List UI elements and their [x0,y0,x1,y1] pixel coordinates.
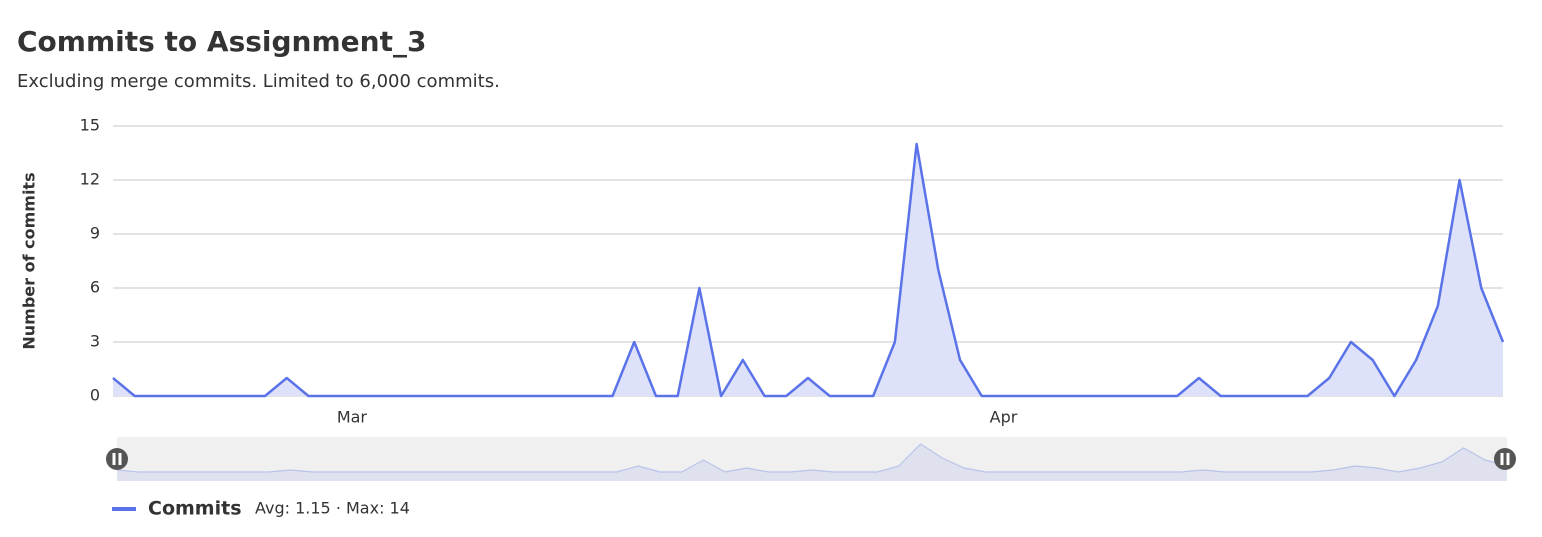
y-tick-label: 0 [90,386,100,405]
x-tick-label: Mar [337,408,368,427]
zoom-handle-right[interactable] [1494,448,1516,470]
y-tick-label: 3 [90,332,100,351]
y-tick-label: 15 [80,116,100,135]
zoom-handle-left[interactable] [106,448,128,470]
overview-area [117,444,1507,481]
overview-line [116,443,1508,473]
y-tick-label: 12 [80,170,100,189]
y-axis-label: Number of commits [20,172,39,349]
chart-title: Commits to Assignment_3 [17,25,426,58]
y-tick-label: 9 [90,224,100,243]
x-tick-label: Apr [990,408,1018,427]
y-tick-label: 6 [90,278,100,297]
legend-label: Commits [148,498,242,520]
line [112,142,1505,398]
legend-stats: Avg: 1.15 · Max: 14 [255,499,410,518]
chart-subtitle: Excluding merge commits. Limited to 6,00… [17,71,500,92]
area [113,144,1503,396]
